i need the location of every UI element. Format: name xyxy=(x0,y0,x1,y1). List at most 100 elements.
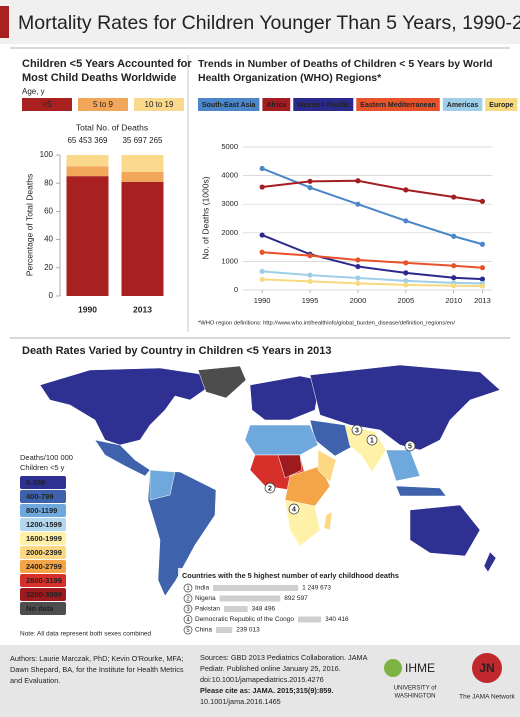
x-tick-label: 2013 xyxy=(133,304,152,314)
sources: doi:10.1001/jamapediatrics.2015.4276 xyxy=(200,675,324,684)
data-point xyxy=(403,187,409,193)
legend-swatch xyxy=(293,98,354,111)
rank-label: 2 xyxy=(186,597,190,603)
region-shape xyxy=(483,551,497,573)
data-point xyxy=(479,198,486,204)
y-tick-label: 20 xyxy=(44,263,53,272)
bar xyxy=(223,606,248,612)
panel-bg xyxy=(178,568,393,635)
ihme-logo xyxy=(384,659,402,677)
bar xyxy=(298,616,322,623)
jn-mark: JN xyxy=(479,661,494,675)
university-name: UNIVERSITY of xyxy=(394,686,437,692)
data-point xyxy=(355,178,361,184)
legend-label: Eastern Mediterranean xyxy=(360,102,435,109)
chart-title: Countries with the 5 highest number of e… xyxy=(182,571,399,580)
map-marker-label: 4 xyxy=(292,506,296,513)
y-tick-label: 0 xyxy=(49,291,54,300)
rank-marker xyxy=(183,583,193,593)
y-axis-label: No. of Deaths (1000s) xyxy=(200,176,210,259)
bar xyxy=(213,585,299,591)
value-label: 892 597 xyxy=(284,595,308,602)
legend-swatch xyxy=(22,98,72,111)
legend-label: 2800-3199 xyxy=(26,576,62,585)
legend-swatch xyxy=(78,98,128,111)
series-line xyxy=(261,234,483,281)
data-point xyxy=(451,263,457,269)
data-point xyxy=(451,194,457,200)
bar-segment xyxy=(66,176,109,296)
map-title: Death Rates Varied by Country in Childre… xyxy=(22,345,331,357)
series-line xyxy=(262,270,483,285)
region-shape xyxy=(147,469,217,597)
legend-swatch xyxy=(262,98,291,111)
rank-label: 5 xyxy=(186,628,190,634)
ihme-name: IHME xyxy=(405,661,435,675)
bar xyxy=(219,595,281,602)
legend-label: Europe xyxy=(489,102,513,109)
data-point xyxy=(355,201,361,207)
data-point xyxy=(259,268,265,275)
region-shape xyxy=(249,375,321,421)
region-shape xyxy=(409,504,481,557)
legend-label: <5 xyxy=(42,100,52,109)
legend-label: 10 to 19 xyxy=(145,100,174,109)
data-point xyxy=(355,280,361,287)
x-tick-label: 2000 xyxy=(350,296,367,305)
rank-label: 1 xyxy=(186,586,190,592)
jama-network: The JAMA Network xyxy=(459,694,515,701)
legend-label: Africa xyxy=(266,102,286,109)
rank-label: 3 xyxy=(186,607,190,613)
y-tick-label: 1000 xyxy=(221,256,238,265)
citation: 10.1001/jama.2016.1465 xyxy=(200,697,281,706)
category-label: Pakistan xyxy=(195,606,220,613)
data-point xyxy=(479,265,486,271)
legend-swatch xyxy=(20,532,66,545)
rank-marker xyxy=(183,594,193,603)
footnote: *WHO region definitions: http://www.who.… xyxy=(198,321,455,327)
data-point xyxy=(403,270,409,276)
legend-label: 0-399 xyxy=(26,478,45,487)
y-tick-label: 4000 xyxy=(221,171,238,180)
header-bg xyxy=(0,0,520,44)
map-marker-label: 2 xyxy=(268,485,272,492)
data-point xyxy=(259,232,265,238)
y-tick-label: 0 xyxy=(234,285,238,294)
world-map xyxy=(39,364,501,597)
map-marker-label: 1 xyxy=(370,437,374,444)
total-label: 65 453 369 xyxy=(67,136,108,145)
total-label: 35 697 265 xyxy=(122,136,163,145)
y-tick-label: 2000 xyxy=(221,228,238,237)
data-point xyxy=(307,278,313,285)
data-point xyxy=(479,241,486,247)
legend-swatch xyxy=(198,98,260,111)
legend-label: 2400-2799 xyxy=(26,562,62,571)
data-point xyxy=(355,275,361,281)
rank-marker xyxy=(183,615,193,624)
series-line xyxy=(262,251,483,269)
data-point xyxy=(355,257,361,263)
map-note: Note: All data represent both sexes comb… xyxy=(20,631,152,638)
header-accent xyxy=(0,6,9,38)
legend-title: Children <5 y xyxy=(20,463,65,472)
data-point xyxy=(307,178,313,184)
bar-segment xyxy=(66,155,109,167)
legend-swatch xyxy=(134,98,184,111)
legend-swatch xyxy=(20,602,66,615)
legend-swatch xyxy=(20,476,66,489)
legend-label: 5 to 9 xyxy=(93,100,114,109)
chart-title: Trends in Number of Deaths of Children <… xyxy=(198,58,493,70)
citation: Please cite as: JAMA. 2015;315(9):859. xyxy=(200,686,333,695)
y-tick-label: 60 xyxy=(44,207,53,216)
legend-swatch xyxy=(485,98,518,111)
legend-title: Age, y xyxy=(22,87,45,96)
y-tick-label: 40 xyxy=(44,235,53,244)
x-tick-label: 2005 xyxy=(397,296,414,305)
legend-label: 1200-1599 xyxy=(26,520,62,529)
sources: Sources: GBD 2013 Pediatrics Collaborati… xyxy=(200,653,368,662)
legend-swatch xyxy=(20,560,66,573)
data-point xyxy=(307,272,313,278)
legend-label: No data xyxy=(26,604,54,613)
legend-swatch xyxy=(442,98,483,111)
